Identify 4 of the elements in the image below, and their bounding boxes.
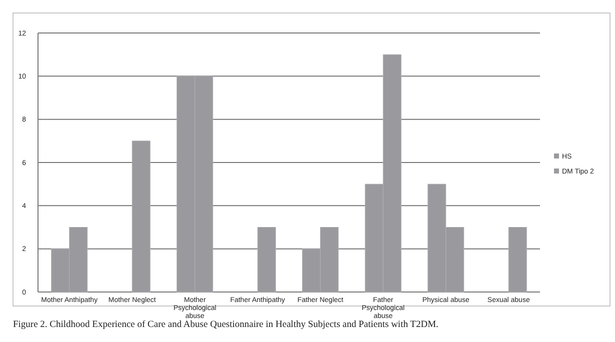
bar [132,140,150,292]
bar [257,227,276,292]
caption: Figure 2. Childhood Experience of Care and Abuse Questionnaire in Healthy Subjects and Patients with T2DM. [13,320,438,330]
bar [508,227,527,292]
